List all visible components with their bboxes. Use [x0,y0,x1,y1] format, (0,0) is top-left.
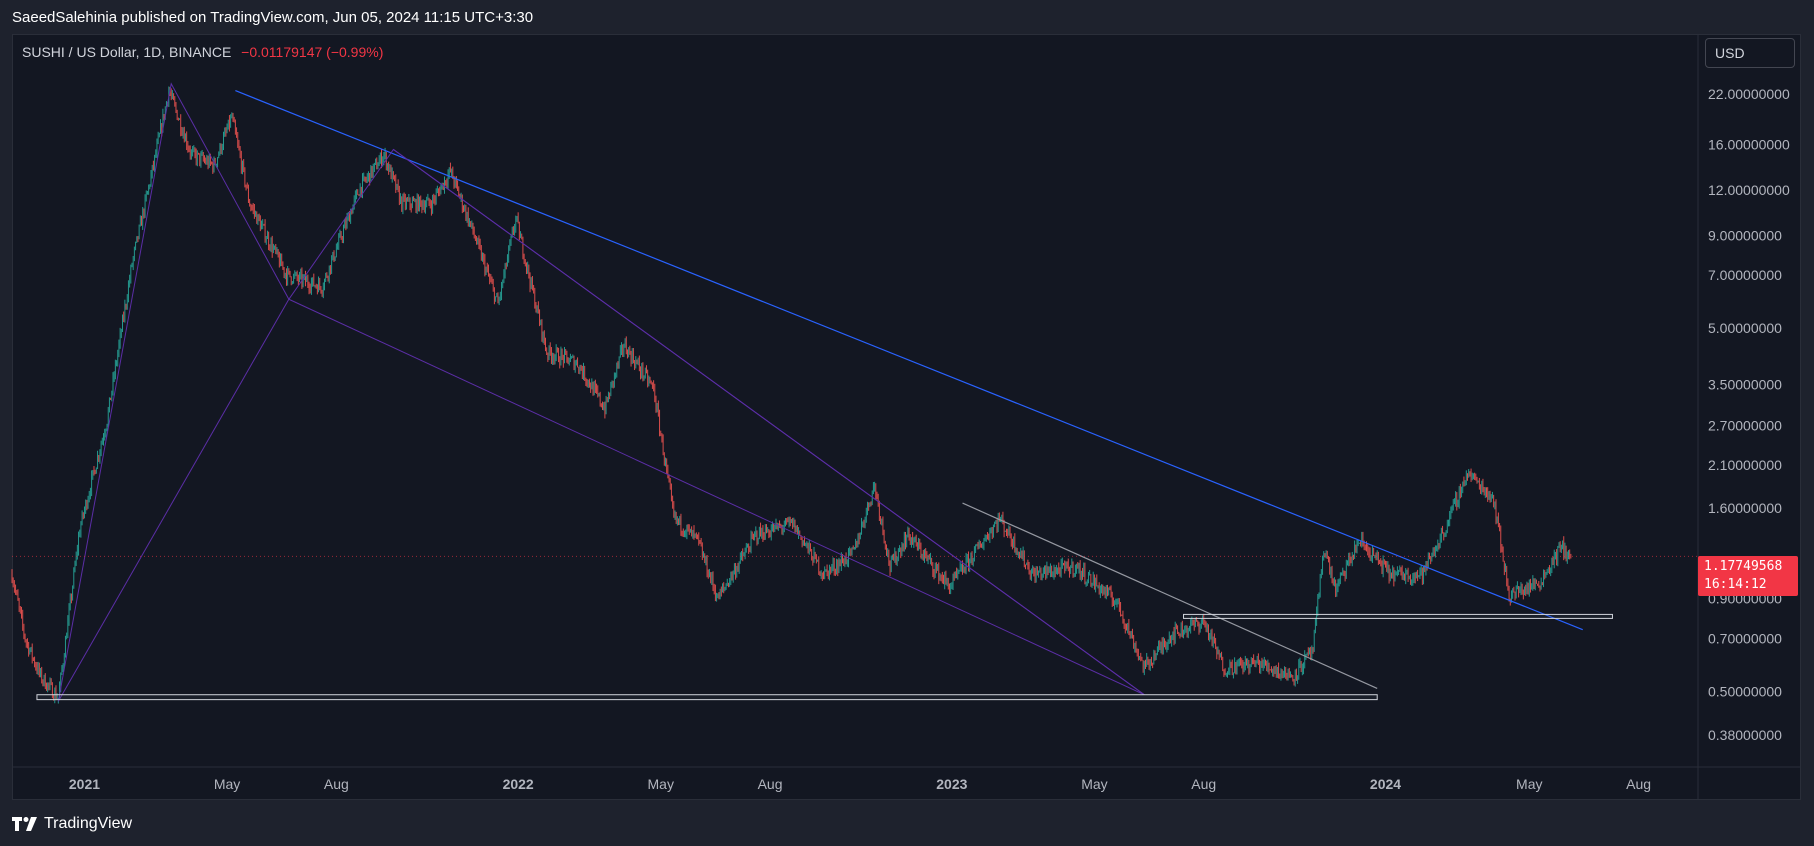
time-tick-label: Aug [1626,776,1651,792]
time-tick-label: 2022 [503,776,534,792]
time-tick-label: Aug [1191,776,1216,792]
rectangle-drawing [1183,613,1613,619]
pattern-line-drawing [393,149,1145,696]
price-change: −0.01179147 (−0.99%) [241,44,384,60]
rectangle-drawing [36,694,1378,701]
candles-layer [11,86,1572,704]
price-tick-label: 2.70000000 [1708,417,1782,433]
footer-brand-label: TradingView [44,815,133,832]
time-tick-label: May [1516,776,1542,792]
price-tick-label: 22.00000000 [1708,86,1790,102]
bar-countdown: 16:14:12 [1704,577,1767,592]
price-tick-label: 3.50000000 [1708,376,1782,392]
time-axis: 2021 May Aug 2022 May Aug 2023 May Aug 2024 May Aug [69,776,1651,792]
trendline-drawing [235,90,1583,631]
price-tick-label: 7.00000000 [1708,267,1782,283]
pattern-line-drawing [57,299,290,702]
price-tick-label: 2.10000000 [1708,457,1782,473]
price-tick-label: 0.50000000 [1708,684,1782,700]
last-price-value: 1.17749568 [1704,559,1783,574]
price-tick-label: 12.00000000 [1708,182,1790,198]
price-axis: 30.0000000022.0000000016.0000000012.0000… [1708,37,1790,743]
chart-frame[interactable] [12,34,1801,800]
time-tick-label: 2024 [1370,776,1401,792]
footer-brand[interactable]: TradingView [12,812,132,836]
trendline-drawing [962,502,1378,689]
time-tick-label: 2023 [936,776,967,792]
publisher-header: SaeedSalehinia published on TradingView.… [12,9,534,26]
price-tick-label: 5.00000000 [1708,320,1782,336]
symbol-name: SUSHI / US Dollar, 1D, BINANCE [22,44,232,60]
currency-button[interactable]: USD [1705,38,1795,68]
time-tick-label: May [648,776,674,792]
pattern-line-drawing [288,298,1145,696]
price-tick-label: 9.00000000 [1708,227,1782,243]
tradingview-logo-icon [12,817,37,831]
last-price-badge: 1.17749568 16:14:12 [1698,556,1798,596]
pattern-drawing [57,82,1145,702]
price-tick-label: 0.70000000 [1708,630,1782,646]
time-tick-label: 2021 [69,776,100,792]
time-tick-label: May [214,776,240,792]
price-tick-label: 0.38000000 [1708,727,1782,743]
time-tick-label: Aug [324,776,349,792]
chart-grid [12,35,1801,800]
drawings-layer [12,82,1698,702]
price-tick-label: 16.00000000 [1708,136,1790,152]
price-tick-label: 1.60000000 [1708,500,1782,516]
symbol-legend[interactable]: SUSHI / US Dollar, 1D, BINANCE −0.011791… [22,44,383,60]
time-tick-label: Aug [758,776,783,792]
time-tick-label: May [1081,776,1107,792]
